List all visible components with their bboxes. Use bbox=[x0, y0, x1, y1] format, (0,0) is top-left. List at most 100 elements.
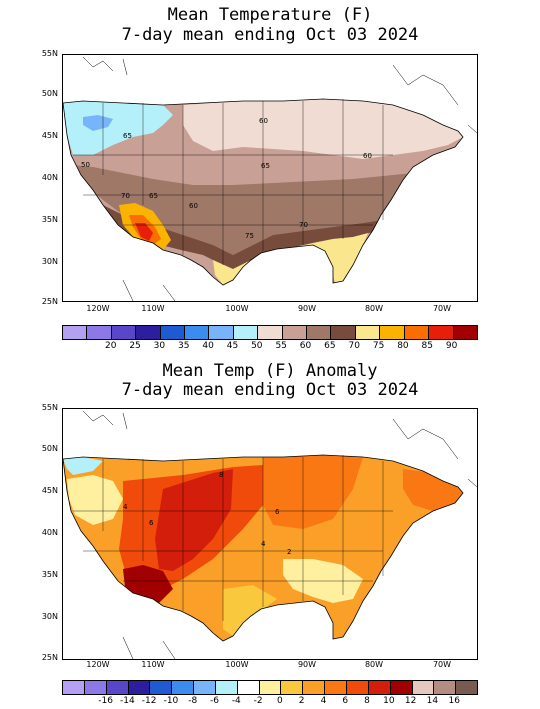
colorbar-swatch bbox=[172, 681, 195, 694]
lat-label: 55N bbox=[41, 403, 58, 412]
state-borders bbox=[73, 455, 393, 621]
colorbar-swatch bbox=[150, 681, 173, 694]
colorbar-label: 0 bbox=[277, 696, 283, 706]
lon-label: 120W bbox=[86, 660, 110, 669]
colorbar-swatch bbox=[281, 681, 304, 694]
colorbar-swatch bbox=[84, 681, 107, 694]
ocean-mask bbox=[63, 409, 477, 659]
coastlines bbox=[82, 410, 477, 659]
contour-label: 70 bbox=[121, 192, 130, 200]
colorbar-swatch bbox=[63, 681, 85, 694]
band-50 bbox=[83, 115, 113, 131]
colorbar-label: -12 bbox=[141, 696, 157, 706]
colorbar-label: 50 bbox=[251, 341, 263, 351]
contour-label: 8 bbox=[219, 471, 223, 479]
lon-label: 100W bbox=[225, 304, 249, 313]
colorbar-label: 4 bbox=[320, 696, 327, 706]
colorbar-swatch bbox=[215, 681, 238, 694]
colorbar-swatch bbox=[259, 681, 282, 694]
band-0-2 bbox=[67, 475, 123, 525]
lat-label: 40N bbox=[41, 528, 58, 537]
colorbar-swatch bbox=[303, 681, 326, 694]
anomaly-map: 8 6 6 4 2 4 bbox=[62, 408, 478, 660]
band-55 bbox=[63, 101, 173, 155]
colorbar-swatch bbox=[331, 326, 356, 339]
colorbar-swatch bbox=[282, 326, 308, 339]
colorbar-swatch bbox=[258, 326, 283, 339]
colorbar-swatch bbox=[325, 681, 347, 694]
colorbar-label: 2 bbox=[298, 696, 305, 706]
lat-label: 45N bbox=[41, 486, 58, 495]
lon-label: 70W bbox=[432, 304, 452, 313]
colorbar-label: 80 bbox=[397, 341, 409, 351]
contour-label: 65 bbox=[149, 192, 158, 200]
colorbar-swatch bbox=[111, 326, 137, 339]
contour-label: 6 bbox=[149, 519, 154, 527]
colorbar-label: 45 bbox=[226, 341, 239, 351]
ocean-mask bbox=[63, 55, 477, 301]
us-outline bbox=[63, 454, 464, 642]
colorbar-label: 16 bbox=[448, 696, 460, 706]
temperature-map: 65 60 50 60 65 70 65 60 70 75 bbox=[62, 54, 478, 302]
colorbar-label: 55 bbox=[275, 341, 287, 351]
colorbar-label: 14 bbox=[426, 696, 439, 706]
lat-label: 35N bbox=[41, 215, 58, 224]
colorbar-label: 20 bbox=[104, 341, 117, 351]
colorbar-label: 60 bbox=[299, 341, 312, 351]
lon-label: 80W bbox=[364, 304, 384, 313]
contour-label: 70 bbox=[299, 221, 308, 229]
colorbar-label: -2 bbox=[253, 696, 263, 706]
lat-label: 50N bbox=[41, 89, 58, 98]
lat-label: 25N bbox=[41, 297, 58, 306]
contour-label: 4 bbox=[123, 503, 128, 511]
colorbar-label: 12 bbox=[404, 696, 417, 706]
anomaly-colorbar bbox=[62, 680, 478, 695]
lon-label: 90W bbox=[297, 660, 317, 669]
colorbar-swatch bbox=[346, 681, 369, 694]
colorbar-swatch bbox=[63, 326, 88, 339]
band-6-8-ne bbox=[403, 469, 463, 511]
colorbar-label: 6 bbox=[342, 696, 349, 706]
colorbar-swatch bbox=[106, 681, 129, 694]
colorbar-label: -4 bbox=[231, 696, 241, 706]
band-60 bbox=[183, 99, 463, 159]
band-80 bbox=[213, 233, 368, 285]
colorbar-swatch bbox=[136, 326, 161, 339]
colorbar-label: 35 bbox=[178, 341, 190, 351]
lon-label: 110W bbox=[141, 304, 165, 313]
lon-label: 100W bbox=[225, 660, 249, 669]
contour-label: 75 bbox=[245, 232, 254, 240]
colorbar-swatch bbox=[429, 326, 454, 339]
colorbar-swatch bbox=[194, 681, 216, 694]
colorbar-swatch bbox=[355, 326, 381, 339]
lat-label: 30N bbox=[41, 257, 58, 266]
lat-label: 55N bbox=[41, 49, 58, 58]
contour-labels: 65 60 50 60 65 70 65 60 70 75 bbox=[81, 117, 372, 240]
lon-label: 120W bbox=[86, 304, 110, 313]
colorbar-label: 8 bbox=[364, 696, 370, 706]
contour-label: 65 bbox=[261, 162, 270, 170]
colorbar-swatch bbox=[453, 326, 477, 339]
colorbar-label: 10 bbox=[383, 696, 395, 706]
colorbar-label: -10 bbox=[163, 696, 179, 706]
coastlines bbox=[82, 56, 477, 301]
contour-label: 60 bbox=[189, 202, 198, 210]
colorbar-swatch bbox=[160, 326, 186, 339]
contour-label: 2 bbox=[287, 548, 291, 556]
contour-label: 65 bbox=[123, 132, 132, 140]
colorbar-label: 75 bbox=[372, 341, 385, 351]
lat-label: 45N bbox=[41, 131, 58, 140]
colorbar-label: 30 bbox=[153, 341, 166, 351]
temperature-colorbar bbox=[62, 325, 478, 340]
colorbar-label: -14 bbox=[120, 696, 135, 706]
colorbar-swatch bbox=[456, 681, 478, 694]
colorbar-label: 40 bbox=[202, 341, 214, 351]
lat-label: 30N bbox=[41, 612, 58, 621]
contour-label: 50 bbox=[81, 161, 90, 169]
state-borders bbox=[73, 99, 393, 265]
colorbar-swatch bbox=[368, 681, 391, 694]
colorbar-label: -16 bbox=[98, 696, 113, 706]
lon-label: 80W bbox=[364, 660, 384, 669]
panel2-title-line1: Mean Temp (F) Anomaly bbox=[162, 361, 378, 381]
colorbar-swatch bbox=[237, 681, 260, 694]
